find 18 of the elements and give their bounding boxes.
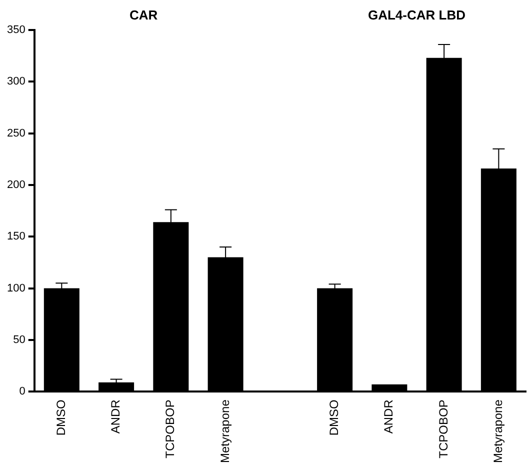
- y-tick-label: 350: [6, 24, 26, 36]
- y-tick-label: 100: [6, 282, 26, 294]
- text: CAR: [130, 8, 158, 23]
- x-tick-label: ANDR: [382, 399, 396, 434]
- y-tick-label: 50: [13, 334, 26, 346]
- x-tick-label: ANDR: [108, 399, 123, 434]
- y-tick-label: 200: [6, 179, 26, 192]
- x-tick-label: DMSO: [54, 400, 68, 436]
- y-tick-label: 150: [6, 230, 26, 243]
- y-tick-label: 300: [6, 76, 26, 88]
- x-tick-label: TCPOBOP: [163, 400, 178, 458]
- x-tick-label: Metyrapone: [218, 399, 232, 464]
- x-tick-label: Metyrapone: [491, 399, 505, 464]
- y-tick-label: 250: [6, 127, 26, 140]
- x-tick-label: TCPOBOP: [436, 400, 450, 458]
- y-tick-label: 0: [19, 386, 26, 398]
- x-tick-label: DMSO: [327, 400, 342, 436]
- text: GAL4-CAR LBD: [368, 8, 466, 23]
